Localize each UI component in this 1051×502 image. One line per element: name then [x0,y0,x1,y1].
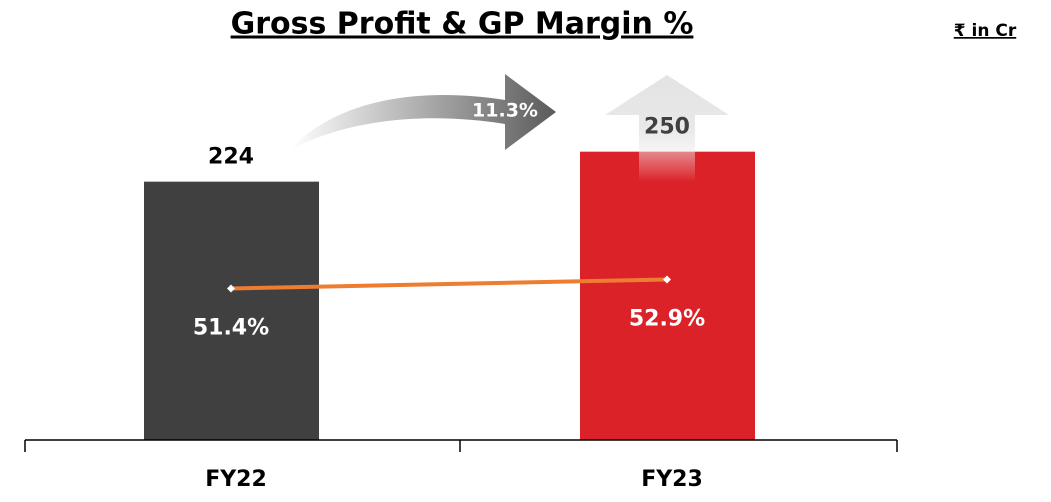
growth-arrow [290,74,556,150]
line-value-label: 51.4% [193,315,269,340]
line-value-label: 52.9% [629,307,705,332]
bar [144,181,319,441]
bar-value-label: 250 [644,115,690,140]
line-marker [663,275,671,284]
x-tick-label: FY22 [205,467,267,492]
bar-value-label: 224 [208,145,254,170]
line [230,277,668,291]
x-tick-label: FY23 [641,467,703,492]
up-arrow [605,75,729,182]
growth-annotation: 11.3% [472,100,538,122]
chart-title: Gross Profit & GP Margin % [231,7,694,42]
bar-layer [144,151,755,441]
unit-label: ₹ in Cr [954,21,1017,41]
bar [580,151,755,440]
line-marker [227,284,235,293]
